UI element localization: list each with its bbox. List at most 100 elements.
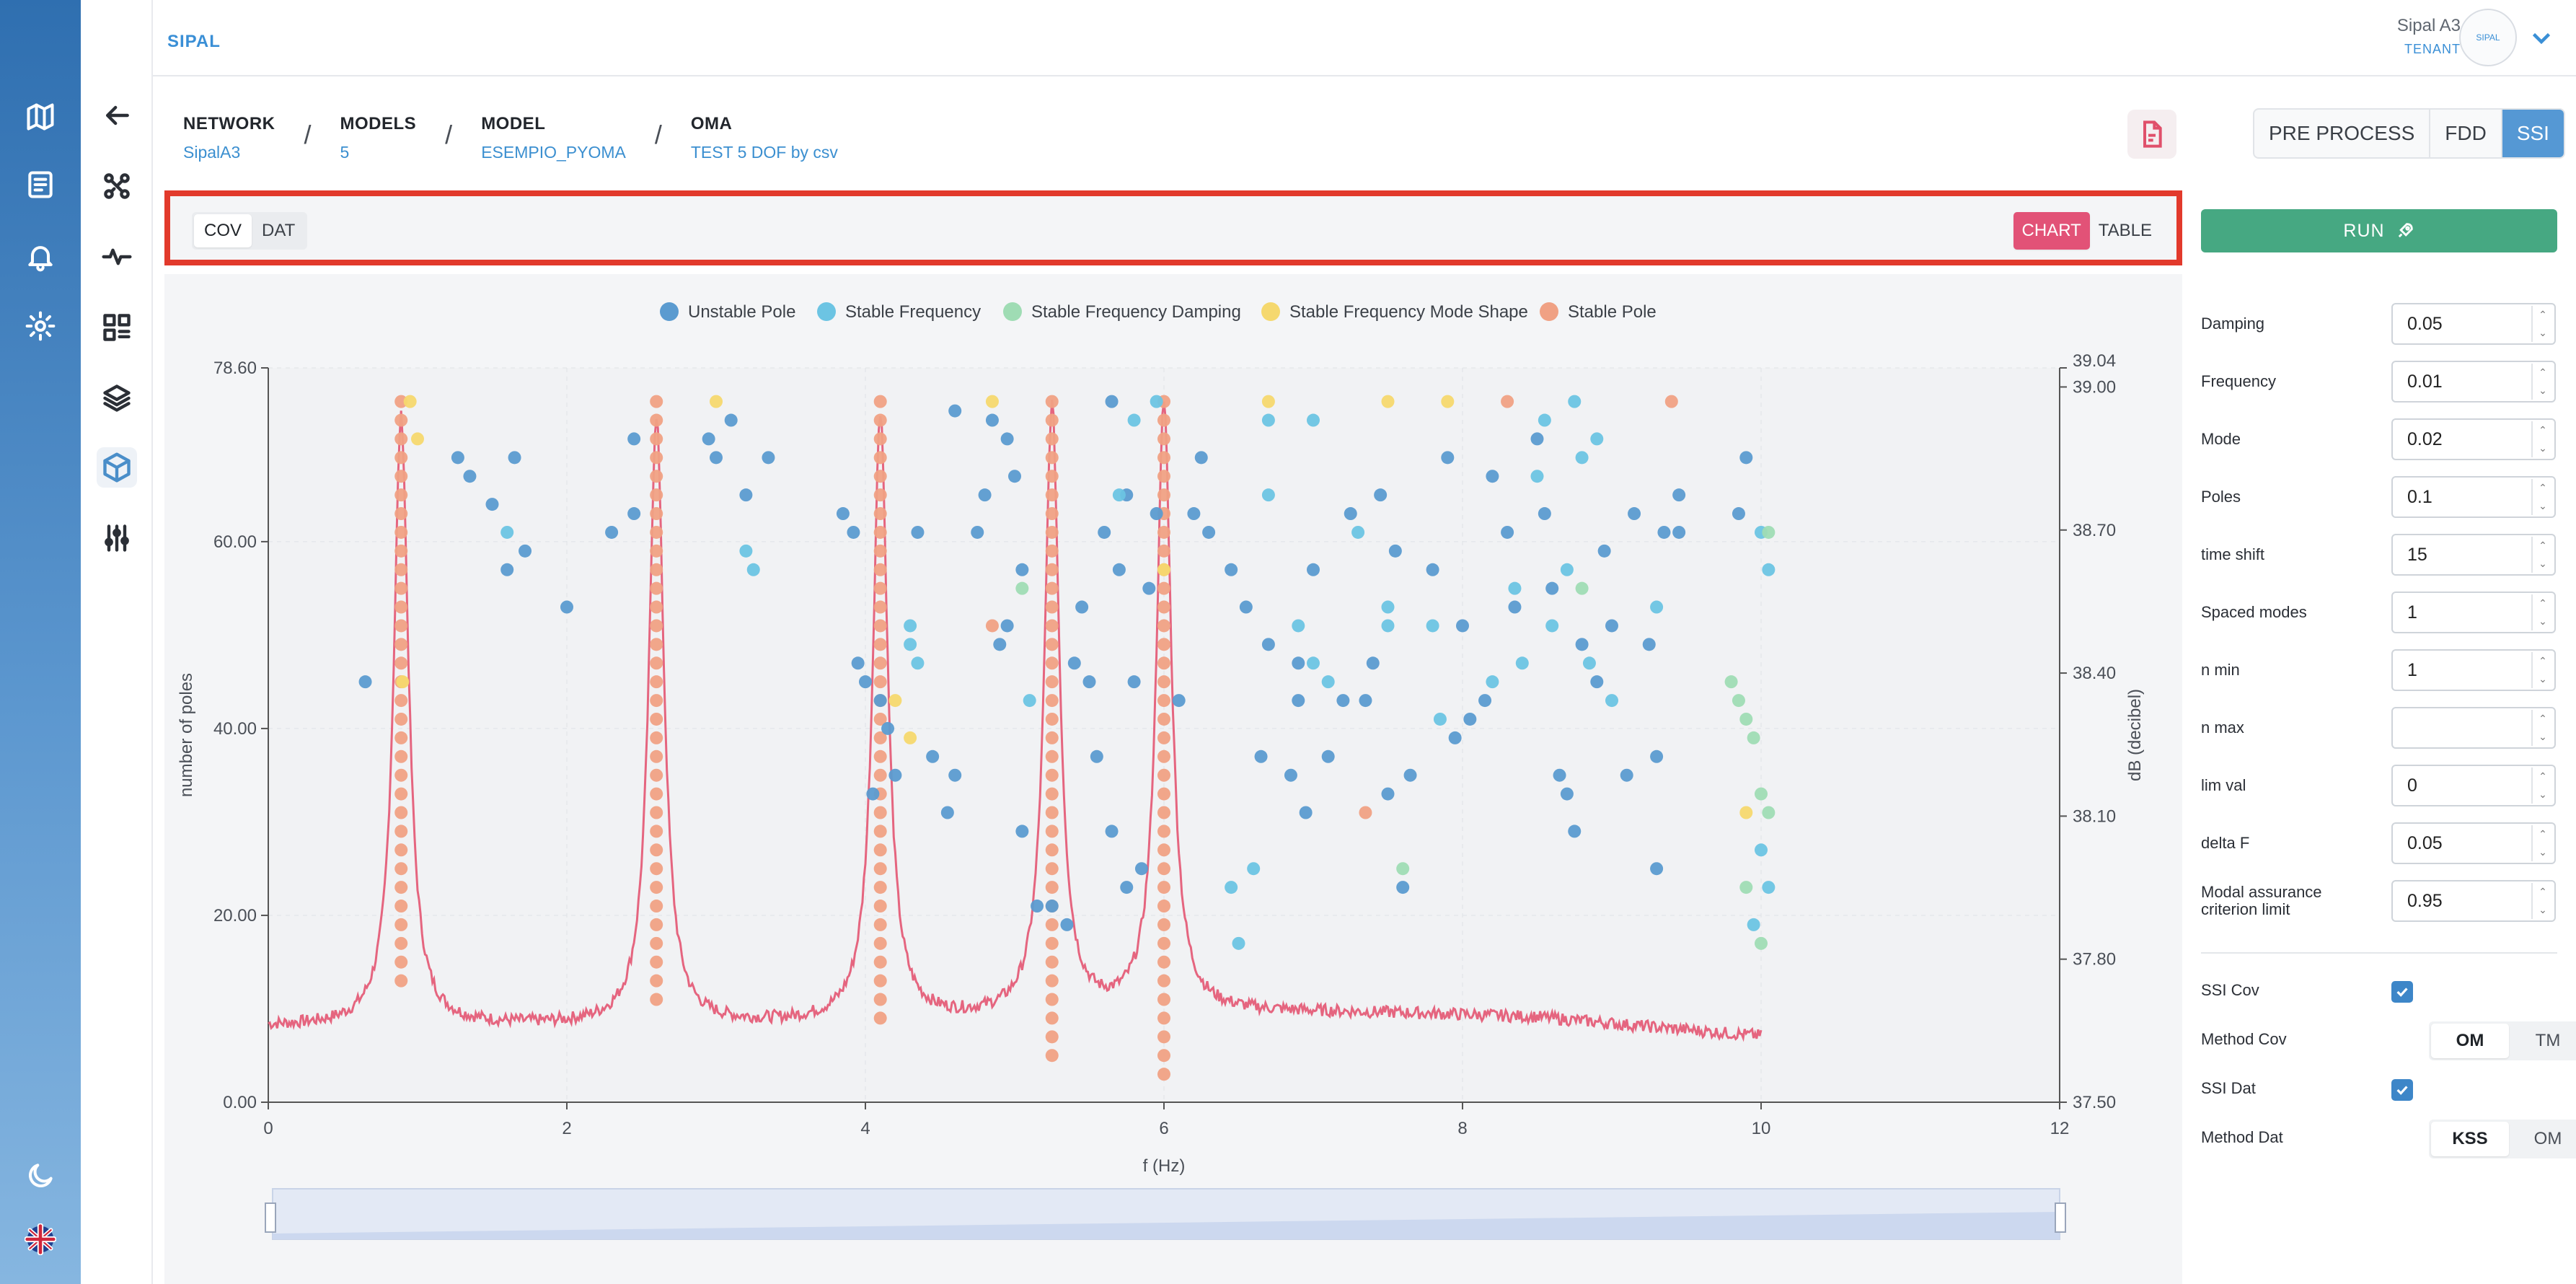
crumb-model[interactable]: MODEL ESEMPIO_PYOMA xyxy=(481,114,626,162)
param-stepper[interactable]: ⌃ ⌄ xyxy=(2531,594,2553,630)
stepper-down-icon[interactable]: ⌄ xyxy=(2538,788,2547,800)
param-stepper[interactable]: ⌃ ⌄ xyxy=(2531,306,2553,342)
stepper-down-icon[interactable]: ⌄ xyxy=(2538,500,2547,511)
tab-fdd[interactable]: FDD xyxy=(2430,110,2502,157)
x-tick-label: 2 xyxy=(562,1119,571,1138)
method-cov-om[interactable]: OM xyxy=(2431,1024,2509,1058)
stepper-up-icon[interactable]: ⌃ xyxy=(2538,713,2547,724)
run-button[interactable]: RUN xyxy=(2201,209,2557,252)
param-field[interactable]: ⌃⌄ xyxy=(2391,418,2556,460)
stepper-up-icon[interactable]: ⌃ xyxy=(2538,886,2547,897)
cube-icon[interactable] xyxy=(97,447,137,488)
stepper-up-icon[interactable]: ⌃ xyxy=(2538,424,2547,436)
pulse-icon[interactable] xyxy=(97,237,137,277)
tab-chart[interactable]: CHART xyxy=(2013,212,2090,250)
gear-icon[interactable] xyxy=(20,306,61,346)
stepper-down-icon[interactable]: ⌄ xyxy=(2538,558,2547,569)
param-input[interactable] xyxy=(2393,881,2531,920)
stepper-down-icon[interactable]: ⌄ xyxy=(2538,673,2547,685)
param-field[interactable]: ⌃⌄ xyxy=(2391,476,2556,518)
network-icon[interactable] xyxy=(97,166,137,206)
ssi-dat-checkbox[interactable] xyxy=(2391,1079,2413,1101)
method-dat-om[interactable]: OM xyxy=(2533,1129,2562,1148)
tab-ssi[interactable]: SSI xyxy=(2502,110,2564,157)
crumb-value[interactable]: ESEMPIO_PYOMA xyxy=(481,143,626,162)
param-input[interactable] xyxy=(2393,651,2531,690)
param-field[interactable]: ⌃⌄ xyxy=(2391,592,2556,633)
param-stepper[interactable]: ⌃ ⌄ xyxy=(2531,883,2553,919)
method-cov-tm[interactable]: TM xyxy=(2535,1031,2561,1050)
uk-flag-icon[interactable] xyxy=(20,1219,61,1259)
stepper-up-icon[interactable]: ⌃ xyxy=(2538,597,2547,609)
stepper-down-icon[interactable]: ⌄ xyxy=(2538,384,2547,396)
crumb-oma[interactable]: OMA TEST 5 DOF by csv xyxy=(691,114,838,162)
tab-pre-process[interactable]: PRE PROCESS xyxy=(2254,110,2431,157)
crumb-value[interactable]: SipalA3 xyxy=(183,143,241,162)
param-field[interactable]: ⌃⌄ xyxy=(2391,649,2556,691)
param-input[interactable] xyxy=(2393,362,2531,401)
param-stepper[interactable]: ⌃ ⌄ xyxy=(2531,364,2553,400)
stepper-up-icon[interactable]: ⌃ xyxy=(2538,828,2547,840)
param-field[interactable]: ⌃⌄ xyxy=(2391,822,2556,864)
back-arrow-icon[interactable] xyxy=(97,95,137,136)
sliders-icon[interactable] xyxy=(97,518,137,558)
param-stepper[interactable]: ⌃ ⌄ xyxy=(2531,479,2553,515)
stepper-down-icon[interactable]: ⌄ xyxy=(2538,904,2547,915)
dashboard-icon[interactable] xyxy=(97,307,137,348)
tab-dat[interactable]: DAT xyxy=(262,221,296,240)
param-stepper[interactable]: ⌃ ⌄ xyxy=(2531,768,2553,804)
stepper-down-icon[interactable]: ⌄ xyxy=(2538,442,2547,454)
param-input[interactable] xyxy=(2393,420,2531,459)
param-stepper[interactable]: ⌃ ⌄ xyxy=(2531,825,2553,861)
param-stepper[interactable]: ⌃ ⌄ xyxy=(2531,652,2553,688)
crumb-models[interactable]: MODELS 5 xyxy=(340,114,417,162)
stepper-up-icon[interactable]: ⌃ xyxy=(2538,770,2547,782)
stable-pole-point xyxy=(394,395,408,408)
param-input[interactable] xyxy=(2393,478,2531,516)
layers-icon[interactable] xyxy=(97,378,137,418)
stepper-down-icon[interactable]: ⌄ xyxy=(2538,615,2547,627)
document-icon[interactable] xyxy=(20,164,61,205)
stepper-up-icon[interactable]: ⌃ xyxy=(2538,366,2547,378)
bell-icon[interactable] xyxy=(20,237,61,277)
param-field[interactable]: ⌃⌄ xyxy=(2391,534,2556,576)
stable-frequency-point xyxy=(1530,470,1544,483)
param-field[interactable]: ⌃⌄ xyxy=(2391,361,2556,403)
stepper-down-icon[interactable]: ⌄ xyxy=(2538,327,2547,338)
pdf-export-button[interactable] xyxy=(2127,110,2176,159)
avatar[interactable]: SIPAL xyxy=(2459,9,2517,66)
method-dat-kss[interactable]: KSS xyxy=(2431,1122,2509,1156)
chevron-down-icon[interactable] xyxy=(2528,25,2554,50)
stepper-up-icon[interactable]: ⌃ xyxy=(2538,482,2547,493)
stepper-up-icon[interactable]: ⌃ xyxy=(2538,309,2547,320)
ssi-cov-checkbox[interactable] xyxy=(2391,981,2413,1003)
param-field[interactable]: ⌃⌄ xyxy=(2391,765,2556,806)
tab-table[interactable]: TABLE xyxy=(2098,221,2152,240)
moon-icon[interactable] xyxy=(20,1156,61,1196)
param-input[interactable] xyxy=(2393,708,2531,747)
stable-pole-point xyxy=(394,581,408,595)
map-icon[interactable] xyxy=(20,97,61,137)
param-field[interactable]: ⌃⌄ xyxy=(2391,303,2556,345)
param-input[interactable] xyxy=(2393,304,2531,343)
stepper-up-icon[interactable]: ⌃ xyxy=(2538,540,2547,551)
crumb-value[interactable]: TEST 5 DOF by csv xyxy=(690,143,838,162)
param-input[interactable] xyxy=(2393,766,2531,805)
param-field[interactable]: ⌃⌄ xyxy=(2391,880,2556,922)
stepper-down-icon[interactable]: ⌄ xyxy=(2538,731,2547,742)
param-stepper[interactable]: ⌃ ⌄ xyxy=(2531,710,2553,746)
param-input[interactable] xyxy=(2393,593,2531,632)
stepper-up-icon[interactable]: ⌃ xyxy=(2538,655,2547,667)
param-field[interactable]: ⌃⌄ xyxy=(2391,707,2556,749)
stable-pole-point xyxy=(1157,712,1170,726)
tab-cov[interactable]: COV xyxy=(194,214,252,247)
param-stepper[interactable]: ⌃ ⌄ xyxy=(2531,421,2553,457)
stable-pole-point xyxy=(1045,955,1059,969)
param-stepper[interactable]: ⌃ ⌄ xyxy=(2531,537,2553,573)
stable-pole-point xyxy=(1157,881,1170,894)
stepper-down-icon[interactable]: ⌄ xyxy=(2538,846,2547,858)
param-input[interactable] xyxy=(2393,824,2531,863)
crumb-network[interactable]: NETWORK SipalA3 xyxy=(183,114,275,162)
crumb-value[interactable]: 5 xyxy=(340,143,350,162)
param-input[interactable] xyxy=(2393,535,2531,574)
